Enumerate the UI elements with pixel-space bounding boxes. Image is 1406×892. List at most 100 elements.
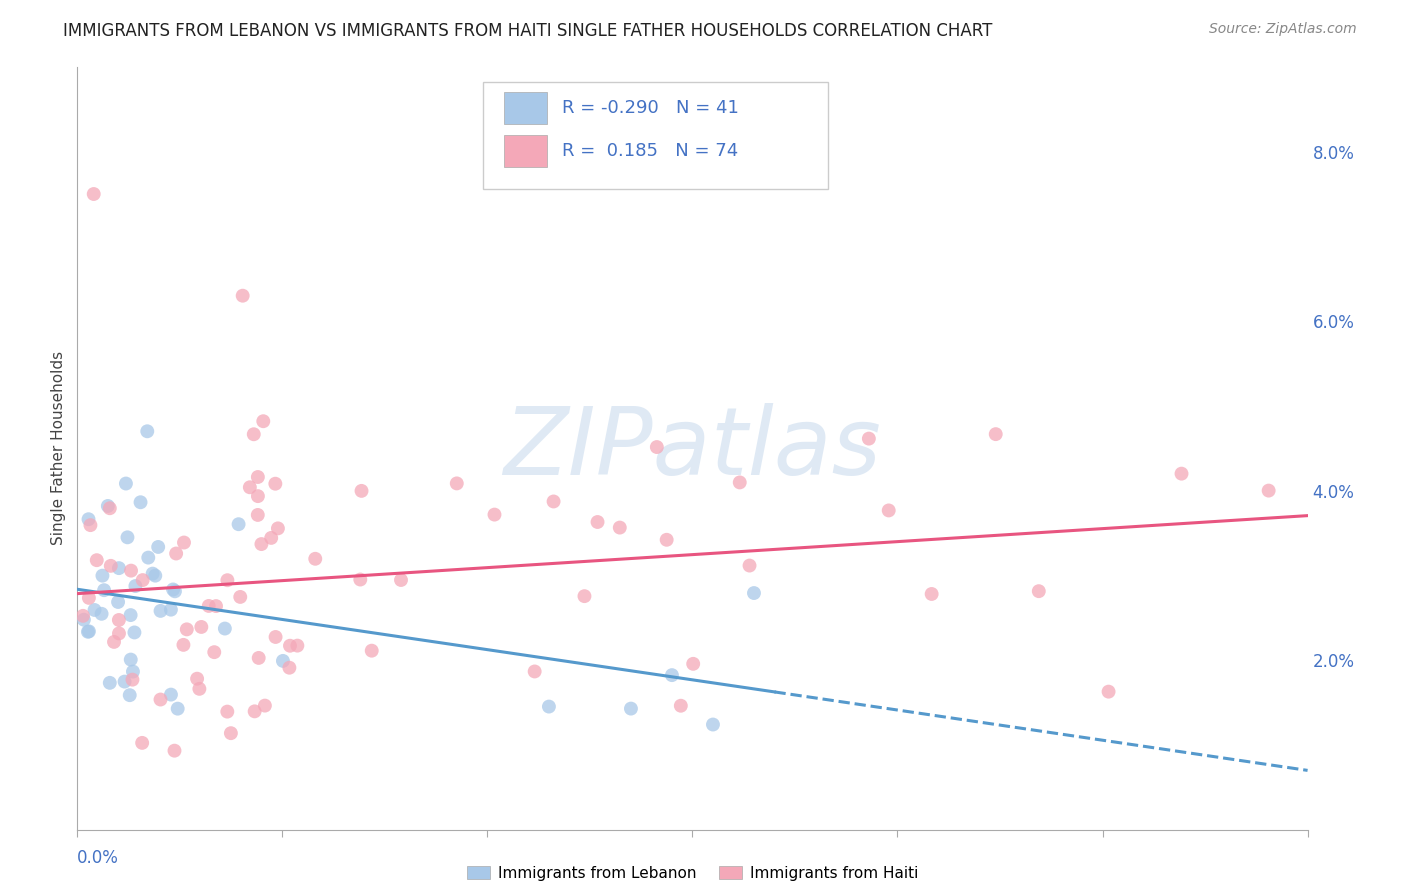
Point — [100, 558, 122, 573]
Point — [661, 668, 683, 682]
Point — [90, 607, 112, 621]
Point — [149, 692, 172, 706]
Point — [858, 432, 880, 446]
Legend: Immigrants from Lebanon, Immigrants from Haiti: Immigrants from Lebanon, Immigrants from… — [461, 860, 924, 887]
Point — [242, 427, 264, 442]
Point — [1257, 483, 1279, 498]
Point — [162, 582, 184, 597]
Point — [118, 688, 141, 702]
Point — [738, 558, 761, 573]
Point — [271, 654, 294, 668]
Point — [232, 289, 254, 303]
Point — [537, 699, 560, 714]
Point — [264, 630, 287, 644]
Text: R =  0.185   N = 74: R = 0.185 N = 74 — [562, 142, 738, 161]
Point — [163, 744, 186, 758]
Point — [304, 551, 326, 566]
Point — [129, 495, 152, 509]
Point — [229, 590, 252, 604]
Point — [160, 688, 183, 702]
Point — [136, 550, 159, 565]
Point — [97, 499, 120, 513]
Point — [586, 515, 609, 529]
Point — [77, 591, 100, 605]
Point — [108, 626, 131, 640]
Point — [173, 535, 195, 549]
Point — [252, 414, 274, 428]
Point — [163, 584, 186, 599]
Point — [219, 726, 242, 740]
Y-axis label: Single Father Households: Single Father Households — [51, 351, 66, 545]
Point — [260, 531, 283, 545]
FancyBboxPatch shape — [484, 82, 828, 189]
Point — [246, 508, 269, 522]
Point — [131, 736, 153, 750]
Point — [108, 561, 131, 575]
Point — [165, 547, 187, 561]
Point — [1097, 684, 1119, 698]
Point — [984, 427, 1007, 442]
Point — [77, 624, 100, 639]
Point — [228, 517, 250, 532]
Point — [217, 705, 239, 719]
Point — [73, 613, 96, 627]
Point — [190, 620, 212, 634]
Point — [247, 651, 270, 665]
Text: R = -0.290   N = 41: R = -0.290 N = 41 — [562, 99, 740, 117]
FancyBboxPatch shape — [505, 136, 547, 168]
Point — [86, 553, 108, 567]
Point — [120, 564, 142, 578]
Point — [243, 704, 266, 718]
Point — [166, 701, 188, 715]
Point — [121, 673, 143, 687]
Point — [131, 573, 153, 587]
Point — [98, 501, 121, 516]
Point — [574, 589, 596, 603]
Point — [389, 573, 412, 587]
Point — [72, 608, 94, 623]
Point — [543, 494, 565, 508]
Point — [350, 483, 373, 498]
Point — [246, 489, 269, 503]
Point — [877, 503, 900, 517]
Point — [246, 470, 269, 484]
Point — [202, 645, 225, 659]
Point — [98, 676, 121, 690]
Point — [148, 540, 170, 554]
Point — [120, 608, 142, 623]
Point — [609, 520, 631, 534]
Point — [103, 635, 125, 649]
Text: ZIPatlas: ZIPatlas — [503, 402, 882, 494]
Point — [264, 476, 287, 491]
Point — [287, 639, 309, 653]
Point — [253, 698, 276, 713]
Point — [160, 602, 183, 616]
Point — [142, 566, 165, 581]
FancyBboxPatch shape — [505, 92, 547, 124]
Point — [143, 568, 166, 582]
Point — [682, 657, 704, 671]
Point — [120, 652, 142, 666]
Text: Source: ZipAtlas.com: Source: ZipAtlas.com — [1209, 22, 1357, 37]
Point — [523, 665, 546, 679]
Point — [728, 475, 751, 490]
Point — [669, 698, 692, 713]
Point — [186, 672, 208, 686]
Point — [149, 604, 172, 618]
Point — [446, 476, 468, 491]
Point — [197, 599, 219, 613]
Point — [702, 717, 724, 731]
Point — [176, 623, 198, 637]
Point — [172, 638, 194, 652]
Text: 0.0%: 0.0% — [77, 848, 120, 867]
Point — [136, 424, 159, 438]
Point — [83, 603, 105, 617]
Point — [267, 521, 290, 535]
Point — [214, 622, 236, 636]
Point — [620, 701, 643, 715]
Point — [124, 579, 146, 593]
Point — [484, 508, 506, 522]
Point — [205, 599, 228, 613]
Point — [742, 586, 765, 600]
Point — [250, 537, 273, 551]
